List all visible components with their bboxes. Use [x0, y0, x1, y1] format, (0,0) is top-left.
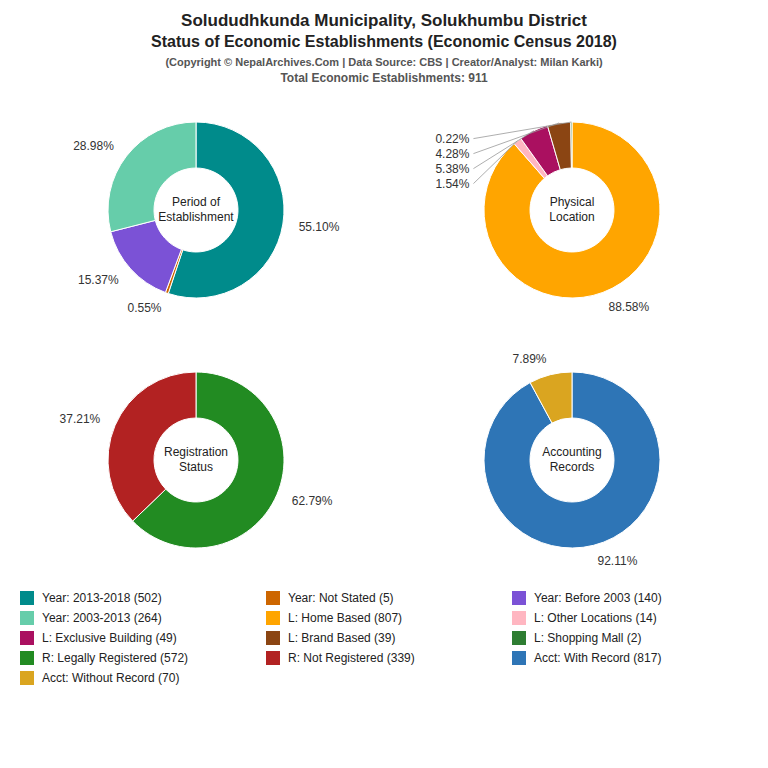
svg-text:15.37%: 15.37%	[78, 273, 119, 287]
html-text:R: Legally Registered (572): R: Legally Registered (572)	[42, 651, 189, 665]
html-text:Year: 2013-2018 (502): Year: 2013-2018 (502)	[42, 591, 162, 605]
html-text:Acct: With Record (817): Acct: With Record (817)	[534, 651, 662, 665]
svg-text:88.58%: 88.58%	[609, 300, 650, 314]
html-text:Total Economic Establishments:: Total Economic Establishments: 911	[280, 71, 488, 85]
svg-text:4.28%: 4.28%	[435, 147, 469, 161]
svg-text:0.55%: 0.55%	[128, 301, 162, 315]
html-text:Accounting: Accounting	[542, 445, 602, 459]
html-text:Records: Records	[549, 460, 595, 474]
html-text:Location: Location	[549, 210, 595, 224]
html-text:Physical: Physical	[549, 195, 595, 209]
html-text:Establishment: Establishment	[158, 210, 234, 224]
svg-text:55.10%: 55.10%	[299, 220, 340, 234]
html-text:L: Other Locations (14): L: Other Locations (14)	[534, 611, 657, 625]
svg-text:28.98%: 28.98%	[73, 139, 114, 153]
html-text:Status: Status	[179, 460, 213, 474]
svg-text:5.38%: 5.38%	[435, 162, 469, 176]
html-text:R: Not Registered (339): R: Not Registered (339)	[288, 651, 415, 665]
svg-text:1.54%: 1.54%	[435, 177, 469, 191]
html-text:L: Shopping Mall (2): L: Shopping Mall (2)	[534, 631, 642, 645]
svg-text:37.21%: 37.21%	[60, 412, 101, 426]
html-text:Year: Before 2003 (140): Year: Before 2003 (140)	[534, 591, 662, 605]
html-text:L: Exclusive Building (49): L: Exclusive Building (49)	[42, 631, 177, 645]
html-text:Status of Economic Establishme: Status of Economic Establishments (Econo…	[151, 33, 617, 50]
html-text:Year: 2003-2013 (264): Year: 2003-2013 (264)	[42, 611, 162, 625]
svg-text:0.22%: 0.22%	[435, 132, 469, 146]
html-text:Registration: Registration	[164, 445, 228, 459]
html-text:Solududhkunda Municipality, So: Solududhkunda Municipality, Solukhumbu D…	[181, 11, 587, 30]
html-text:Year: Not Stated (5): Year: Not Stated (5)	[288, 591, 394, 605]
html-text:Period of: Period of	[172, 195, 220, 209]
html-text:Acct: Without Record (70): Acct: Without Record (70)	[42, 671, 180, 685]
svg-text:7.89%: 7.89%	[512, 352, 546, 366]
html-text:L: Brand Based (39): L: Brand Based (39)	[288, 631, 396, 645]
html-text:L: Home Based (807): L: Home Based (807)	[288, 611, 403, 625]
svg-text:92.11%: 92.11%	[598, 554, 638, 568]
html-text:(Copyright © NepalArchives.Com: (Copyright © NepalArchives.Com | Data So…	[165, 56, 603, 68]
svg-text:62.79%: 62.79%	[292, 494, 333, 508]
